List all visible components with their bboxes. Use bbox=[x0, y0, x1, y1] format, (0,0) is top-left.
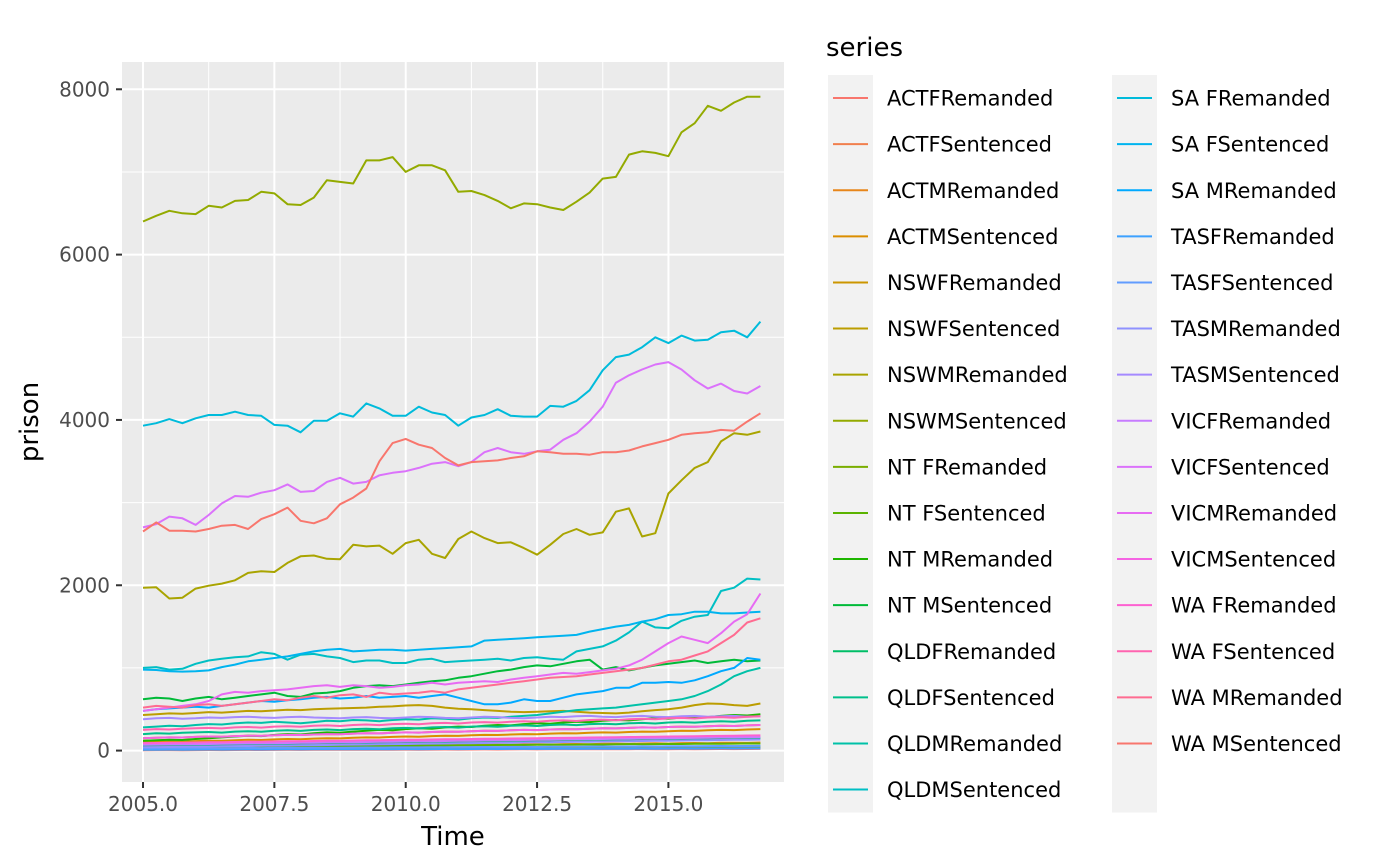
legend-entry-label: QLDFSentenced bbox=[887, 686, 1055, 710]
x-tick-label: 2010.0 bbox=[371, 792, 441, 816]
series-line bbox=[142, 577, 761, 671]
series-line bbox=[142, 617, 761, 709]
legend-entry-label: TASFSentenced bbox=[1170, 271, 1333, 295]
series-line bbox=[142, 430, 761, 600]
legend-entry-label: NSWFRemanded bbox=[887, 271, 1062, 295]
legend-entry-label: NSWMRemanded bbox=[887, 363, 1068, 387]
series-line bbox=[142, 724, 761, 740]
series-line bbox=[142, 715, 761, 731]
legend-entry-label: TASMRemanded bbox=[1170, 317, 1341, 341]
series-line bbox=[142, 714, 761, 721]
y-axis: 0 2000 4000 6000 8000 bbox=[59, 77, 122, 763]
legend-entry-label: NT FSentenced bbox=[887, 501, 1046, 525]
legend-entry-label: VICMRemanded bbox=[1171, 501, 1337, 525]
x-tick-label: 2015.0 bbox=[633, 792, 703, 816]
legend-entry-label: WA FSentenced bbox=[1171, 640, 1335, 664]
legend-entry-label: VICMSentenced bbox=[1171, 548, 1336, 572]
series-line bbox=[142, 702, 761, 716]
y-tick-label: 0 bbox=[97, 739, 110, 763]
series-line bbox=[142, 320, 762, 434]
legend-entry-label: QLDMSentenced bbox=[887, 778, 1061, 802]
legend-entry-label: NT MSentenced bbox=[887, 594, 1052, 618]
legend-entry-label: TASMSentenced bbox=[1170, 363, 1340, 387]
x-tick-label: 2012.5 bbox=[502, 792, 572, 816]
series-line bbox=[142, 747, 761, 751]
series-line bbox=[142, 719, 761, 736]
y-tick-label: 6000 bbox=[59, 243, 110, 267]
legend-entry-label: VICFRemanded bbox=[1171, 409, 1331, 433]
legend-entry-label: TASFRemanded bbox=[1170, 225, 1335, 249]
series-lines bbox=[142, 95, 762, 752]
legend-key-background bbox=[828, 75, 873, 813]
series-line bbox=[142, 738, 761, 749]
legend-entry-label: NT FRemanded bbox=[887, 455, 1047, 479]
legend-entry-label: WA FRemanded bbox=[1171, 594, 1337, 618]
legend-entry-label: NSWMSentenced bbox=[887, 409, 1067, 433]
series-line bbox=[142, 361, 761, 529]
series-line bbox=[142, 592, 762, 712]
series-line bbox=[142, 610, 761, 673]
series-line bbox=[142, 658, 761, 702]
series-line bbox=[142, 744, 761, 750]
legend-entry-label: SA FSentenced bbox=[1171, 133, 1329, 157]
series-line bbox=[142, 412, 761, 533]
series-line bbox=[142, 95, 761, 223]
x-tick-label: 2007.5 bbox=[239, 792, 309, 816]
legend-entry-label: ACTMRemanded bbox=[887, 179, 1059, 203]
x-axis: 2005.0 2007.5 2010.0 2012.5 2015.0 bbox=[108, 782, 703, 816]
legend-entry-label: SA MRemanded bbox=[1171, 179, 1337, 203]
legend: ACTFRemanded ACTFSentenced ACTMRemanded ACT… bbox=[828, 75, 1343, 813]
y-tick-label: 2000 bbox=[59, 573, 110, 597]
legend-entry-label: VICFSentenced bbox=[1171, 455, 1330, 479]
series-line bbox=[142, 666, 761, 729]
legend-entry-label: WA MSentenced bbox=[1171, 732, 1342, 756]
x-axis-title: Time bbox=[420, 822, 485, 852]
legend-entry-label: ACTFRemanded bbox=[887, 87, 1053, 111]
legend-entry-label: NSWFSentenced bbox=[887, 317, 1060, 341]
legend-entry-label: QLDFRemanded bbox=[887, 640, 1056, 664]
series-line bbox=[142, 736, 761, 746]
legend-entry-label: WA MRemanded bbox=[1171, 686, 1343, 710]
legend-entry-label: ACTFSentenced bbox=[887, 133, 1052, 157]
series-line bbox=[142, 734, 761, 745]
y-tick-label: 4000 bbox=[59, 408, 110, 432]
y-tick-label: 8000 bbox=[59, 77, 110, 101]
legend-title: series bbox=[826, 33, 903, 63]
legend-entry-label: ACTMSentenced bbox=[887, 225, 1058, 249]
legend-key-background bbox=[1112, 75, 1157, 813]
series-line bbox=[142, 728, 761, 744]
x-tick-label: 2005.0 bbox=[108, 792, 178, 816]
legend-entry-label: SA FRemanded bbox=[1171, 87, 1331, 111]
y-axis-title: prison bbox=[15, 382, 45, 462]
legend-entry-label: NT MRemanded bbox=[887, 548, 1053, 572]
legend-entry-label: QLDMRemanded bbox=[887, 732, 1062, 756]
